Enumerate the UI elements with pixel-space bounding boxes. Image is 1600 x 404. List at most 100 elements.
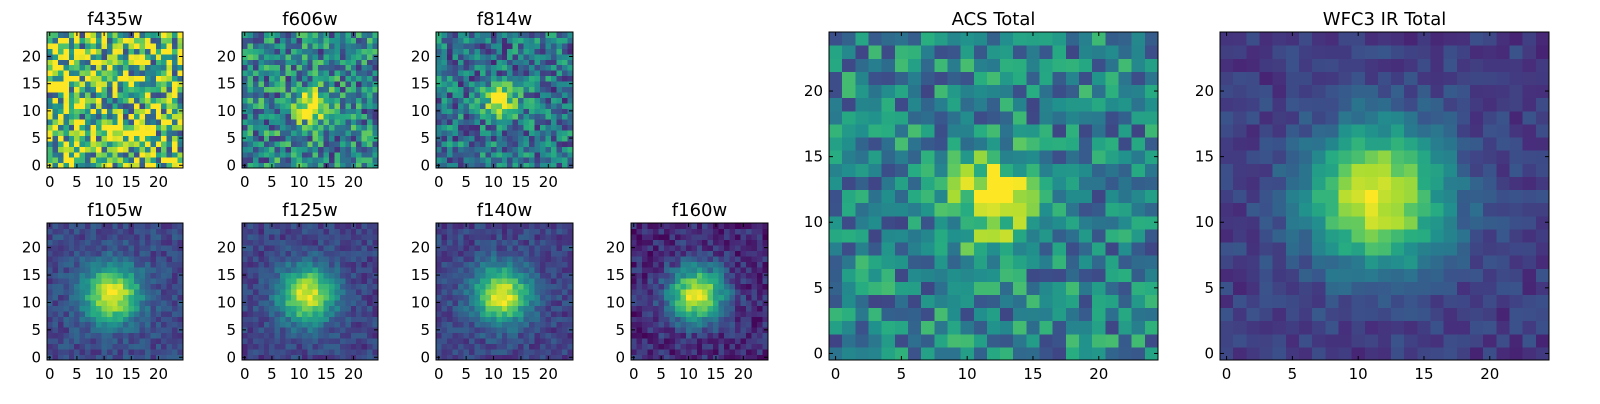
heatmap-cell [458, 70, 464, 76]
heatmap-cell [150, 261, 156, 267]
heatmap-cell [669, 245, 675, 251]
heatmap-cell [436, 261, 442, 267]
heatmap-cell [134, 141, 140, 147]
heatmap-cell [107, 108, 113, 114]
heatmap-cell [280, 54, 286, 60]
heatmap-cell [52, 124, 58, 130]
heatmap-cell [535, 289, 541, 295]
x-tick-label: 0 [434, 365, 444, 383]
heatmap-cell [507, 283, 513, 289]
heatmap-cell [307, 261, 313, 267]
heatmap-cell [269, 65, 275, 71]
heatmap-cell [1119, 268, 1133, 282]
heatmap-cell [356, 97, 362, 103]
heatmap-cell [91, 86, 97, 92]
heatmap-cell [1145, 176, 1159, 190]
heatmap-cell [502, 54, 508, 60]
x-tick-label: 0 [45, 365, 55, 383]
heatmap-cell [69, 135, 75, 141]
heatmap-cell [713, 283, 719, 289]
heatmap-cell [85, 283, 91, 289]
heatmap-cell [150, 278, 156, 284]
heatmap-cell [334, 114, 340, 120]
heatmap-cell [334, 141, 340, 147]
heatmap-cell [1040, 242, 1054, 256]
heatmap-cell [546, 97, 552, 103]
heatmap-cell [529, 130, 535, 136]
heatmap-cell [269, 272, 275, 278]
heatmap-cell [340, 250, 346, 256]
heatmap-cell [1092, 203, 1106, 217]
heatmap-cell [735, 289, 741, 295]
heatmap-cell [741, 300, 747, 306]
heatmap-cell [367, 141, 373, 147]
heatmap-cell [469, 272, 475, 278]
heatmap-cell [513, 81, 519, 87]
heatmap-cell [1066, 163, 1080, 177]
heatmap-cell [52, 119, 58, 125]
heatmap-cell [253, 278, 259, 284]
heatmap-cell [491, 124, 497, 130]
heatmap-cell [351, 108, 357, 114]
heatmap-cell [269, 239, 275, 245]
heatmap-cell [463, 124, 469, 130]
heatmap-cell [746, 234, 752, 240]
heatmap-cell [150, 130, 156, 136]
heatmap-cell [1092, 255, 1106, 269]
heatmap-cell [307, 92, 313, 98]
heatmap-cell [291, 322, 297, 328]
heatmap-cell [557, 272, 563, 278]
heatmap-cell [934, 189, 948, 203]
heatmap-cell [334, 283, 340, 289]
heatmap-cell [156, 289, 162, 295]
heatmap-cell [242, 267, 248, 273]
heatmap-cell [247, 278, 253, 284]
heatmap-cell [463, 65, 469, 71]
heatmap-cell [123, 316, 129, 322]
heatmap-cell [264, 59, 270, 65]
heatmap-cell [855, 203, 869, 217]
heatmap-cell [91, 70, 97, 76]
heatmap-cell [296, 278, 302, 284]
heatmap-cell [631, 316, 637, 322]
heatmap-cell [118, 278, 124, 284]
heatmap-cell [496, 86, 502, 92]
heatmap-cell [551, 130, 557, 136]
heatmap-cell [334, 70, 340, 76]
heatmap-cell [318, 59, 324, 65]
heatmap-cell [150, 135, 156, 141]
heatmap-cell [868, 216, 882, 230]
heatmap-cell [485, 141, 491, 147]
heatmap-cell [139, 48, 145, 54]
heatmap-cell [91, 278, 97, 284]
heatmap-cell [653, 294, 659, 300]
heatmap-cell [507, 349, 513, 355]
heatmap-cell [275, 300, 281, 306]
heatmap-cell [474, 272, 480, 278]
heatmap-cell [324, 289, 330, 295]
heatmap-cell [253, 294, 259, 300]
heatmap-cell [562, 250, 568, 256]
heatmap-cell [474, 256, 480, 262]
heatmap-cell [351, 272, 357, 278]
heatmap-cell [362, 32, 368, 38]
y-tick-label: 5 [226, 129, 236, 147]
heatmap-cell [242, 239, 248, 245]
heatmap-cell [686, 338, 692, 344]
heatmap-cell [52, 76, 58, 82]
heatmap-cell [129, 157, 135, 163]
heatmap-cell [156, 267, 162, 273]
heatmap-cell [469, 316, 475, 322]
heatmap-cell [351, 76, 357, 82]
heatmap-cell [318, 327, 324, 333]
heatmap-cell [307, 338, 313, 344]
heatmap-cell [253, 32, 259, 38]
heatmap-cell [107, 267, 113, 273]
heatmap-cell [491, 141, 497, 147]
heatmap-cell [658, 228, 664, 234]
heatmap-cell [713, 344, 719, 350]
heatmap-cell [150, 146, 156, 152]
heatmap-cell [551, 305, 557, 311]
heatmap-cell [669, 223, 675, 229]
heatmap-cell [63, 37, 69, 43]
